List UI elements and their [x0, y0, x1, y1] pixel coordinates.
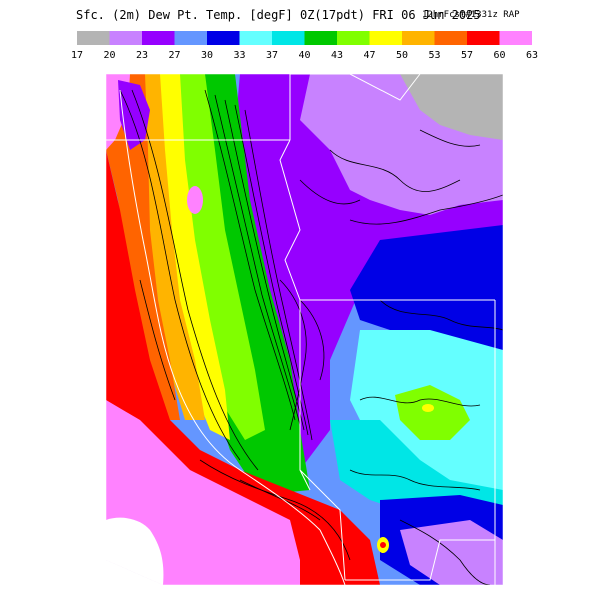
- legend-swatch: [337, 31, 370, 45]
- dewpoint-region-northeast-gray: [400, 74, 503, 140]
- state-borders: [106, 74, 496, 585]
- legend-tick-label: 63: [526, 50, 538, 61]
- coastline: [119, 89, 346, 585]
- legend-tick-label: 30: [201, 50, 213, 61]
- legend-tick-label: 53: [428, 50, 440, 61]
- title-bar: Sfc. (2m) Dew Pt. Temp. [degF] 0Z(17pdt)…: [0, 6, 611, 26]
- dewpoint-region-north-coast-purple: [118, 80, 150, 150]
- legend-swatch: [369, 31, 402, 45]
- legend-swatch: [77, 31, 110, 45]
- dewpoint-spot-imperial-core: [380, 542, 386, 548]
- legend-tick-label: 27: [168, 50, 180, 61]
- dewpoint-region-great-basin-blue: [350, 225, 503, 360]
- legend-swatch: [304, 31, 337, 45]
- legend-tick-label: 43: [331, 50, 343, 61]
- model-run-label: 12hrFcst#1331z RAP: [422, 10, 520, 20]
- legend-tick-label: 37: [266, 50, 278, 61]
- legend-tick-label: 50: [396, 50, 408, 61]
- legend-swatch: [174, 31, 207, 45]
- legend-swatch: [239, 31, 272, 45]
- legend-tick-label: 33: [233, 50, 245, 61]
- legend-swatch: [467, 31, 500, 45]
- dewpoint-spot-north-valley: [187, 186, 203, 214]
- legend-tick-label: 23: [136, 50, 148, 61]
- dewpoint-spot-utah: [422, 404, 434, 412]
- legend-tick-label: 20: [103, 50, 115, 61]
- legend-swatch: [109, 31, 142, 45]
- legend-swatch: [499, 31, 532, 45]
- dewpoint-region-desert-teal: [330, 420, 503, 520]
- legend-swatch: [207, 31, 240, 45]
- legend-tick-label: 17: [71, 50, 83, 61]
- map-title: Sfc. (2m) Dew Pt. Temp. [degF] 0Z(17pdt)…: [76, 8, 481, 22]
- contour-lines: [119, 89, 503, 585]
- legend-tick-label: 60: [493, 50, 505, 61]
- legend-tick-label: 47: [363, 50, 375, 61]
- color-legend: 17 20 23 27 30 33 37 40 43 47 50 53 57 60 63: [71, 31, 538, 61]
- domain-outline: [105, 73, 504, 586]
- legend-swatch: [272, 31, 305, 45]
- dewpoint-region-utah-green: [395, 385, 470, 440]
- legend-tick-label: 40: [298, 50, 310, 61]
- legend-swatch: [142, 31, 175, 45]
- legend-tick-label: 57: [461, 50, 473, 61]
- legend-swatch: [402, 31, 435, 45]
- legend-swatch: [434, 31, 467, 45]
